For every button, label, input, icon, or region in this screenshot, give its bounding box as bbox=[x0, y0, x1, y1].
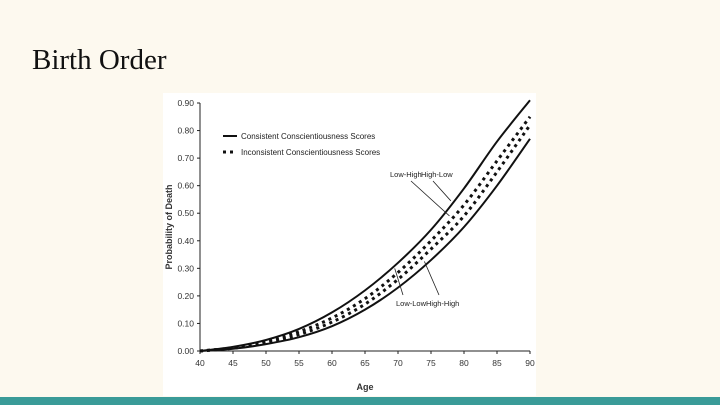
x-tick-label: 55 bbox=[294, 358, 304, 368]
chart-svg: 0.00 0.10 0.20 0.30 0.40 0.50 0.60 0.70 0.80 0.90… bbox=[164, 98, 535, 392]
bottom-accent-bar bbox=[0, 397, 720, 405]
annotation-label: Low-Low bbox=[396, 299, 427, 308]
x-tick-label: 65 bbox=[360, 358, 370, 368]
annotation-arrow bbox=[432, 180, 452, 202]
x-axis-label: Age bbox=[356, 382, 373, 392]
x-tick-label: 60 bbox=[327, 358, 337, 368]
y-tick-label: 0.90 bbox=[177, 98, 194, 108]
x-tick-label: 45 bbox=[228, 358, 238, 368]
y-tick-label: 0.30 bbox=[177, 263, 194, 273]
y-tick-label: 0.80 bbox=[177, 126, 194, 136]
annotation-arrow bbox=[410, 180, 450, 217]
y-tick-label: 0.00 bbox=[177, 346, 194, 356]
legend-label: Consistent Conscientiousness Scores bbox=[241, 132, 375, 141]
y-tick-label: 0.40 bbox=[177, 236, 194, 246]
x-tick-label: 50 bbox=[261, 358, 271, 368]
y-tick-label: 0.50 bbox=[177, 208, 194, 218]
y-tick-label: 0.60 bbox=[177, 181, 194, 191]
annotation-arrow bbox=[394, 268, 404, 296]
y-tick-label: 0.70 bbox=[177, 153, 194, 163]
x-tick-label: 90 bbox=[525, 358, 535, 368]
series-line-low-low bbox=[199, 138, 531, 352]
annotation-arrow bbox=[424, 261, 440, 296]
y-tick-label: 0.20 bbox=[177, 291, 194, 301]
y-tick-label: 0.10 bbox=[177, 318, 194, 328]
chart-figure: 0.00 0.10 0.20 0.30 0.40 0.50 0.60 0.70 0.80 0.90… bbox=[163, 93, 536, 396]
annotation-label: High-High bbox=[426, 299, 459, 308]
y-axis-label: Probability of Death bbox=[164, 184, 174, 269]
series-line-high-high bbox=[199, 124, 532, 353]
annotation-label: High-Low bbox=[421, 170, 453, 179]
slide-title: Birth Order bbox=[32, 44, 167, 76]
x-tick-label: 75 bbox=[426, 358, 436, 368]
x-tick-label: 70 bbox=[393, 358, 403, 368]
legend-label: Inconsistent Conscientiousness Scores bbox=[241, 148, 380, 157]
x-tick-label: 85 bbox=[492, 358, 502, 368]
x-tick-label: 40 bbox=[195, 358, 205, 368]
x-tick-label: 80 bbox=[459, 358, 469, 368]
annotation-label: Low-High bbox=[390, 170, 422, 179]
